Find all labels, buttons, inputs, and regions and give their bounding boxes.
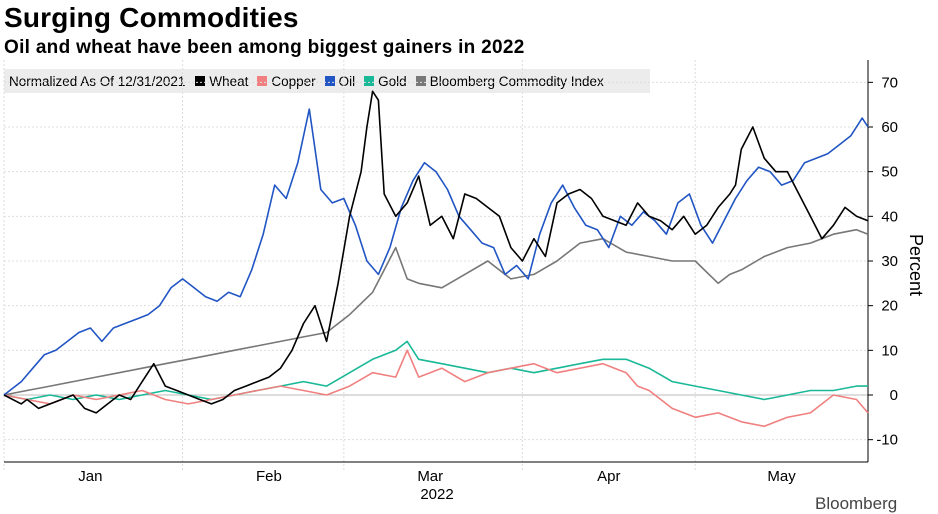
legend-swatch-bcom bbox=[415, 76, 426, 86]
series-line-copper bbox=[3, 349, 869, 428]
legend-label-bcom: Bloomberg Commodity Index bbox=[429, 73, 604, 89]
y-tick-label: 40 bbox=[881, 208, 898, 225]
legend-label-wheat: Wheat bbox=[209, 73, 249, 89]
legend-normalization-note: Normalized As Of 12/31/2021 bbox=[9, 73, 186, 89]
y-tick-label: 50 bbox=[881, 164, 898, 181]
bloomberg-logo: Bloomberg bbox=[815, 494, 898, 513]
x-tick-label: Apr bbox=[597, 468, 620, 485]
series-line-oil bbox=[3, 108, 869, 396]
y-tick-label: 10 bbox=[881, 342, 898, 359]
y-tick-label: -10 bbox=[876, 432, 898, 449]
chart-title: Surging Commodities bbox=[4, 2, 299, 33]
x-tick-label: Mar bbox=[417, 468, 443, 485]
y-tick-label: 60 bbox=[881, 119, 898, 136]
y-axis-label: Percent bbox=[906, 234, 926, 296]
x-tick-label: Feb bbox=[256, 468, 282, 485]
legend: Normalized As Of 12/31/2021 Wheat Copper… bbox=[4, 69, 650, 93]
series-line-gold bbox=[3, 340, 868, 401]
legend-item-wheat: Wheat bbox=[195, 74, 248, 89]
y-tick-label: 70 bbox=[881, 74, 898, 91]
legend-swatch-gold bbox=[364, 76, 375, 86]
y-tick-label: 20 bbox=[881, 298, 898, 315]
x-tick-label: Jan bbox=[78, 468, 102, 485]
y-tick-label: 30 bbox=[881, 253, 898, 270]
legend-item-bcom: Bloomberg Commodity Index bbox=[415, 73, 604, 89]
legend-swatch-copper bbox=[257, 76, 268, 86]
y-tick-label: 0 bbox=[890, 387, 898, 404]
x-axis-label: 2022 bbox=[420, 486, 453, 503]
series-line-wheat bbox=[3, 90, 869, 414]
legend-label-copper: Copper bbox=[271, 73, 316, 89]
x-tick-label: May bbox=[767, 468, 796, 485]
legend-item-oil: Oil bbox=[324, 73, 356, 89]
legend-label-oil: Oil bbox=[338, 73, 356, 89]
legend-swatch-wheat bbox=[195, 76, 206, 86]
series-line-bcom bbox=[3, 228, 869, 396]
legend-item-gold: Gold bbox=[364, 74, 407, 89]
legend-label-gold: Gold bbox=[378, 73, 407, 89]
chart-subtitle: Oil and wheat have been among biggest ga… bbox=[4, 37, 525, 58]
legend-swatch-oil bbox=[324, 76, 335, 86]
legend-item-copper: Copper bbox=[257, 73, 316, 89]
